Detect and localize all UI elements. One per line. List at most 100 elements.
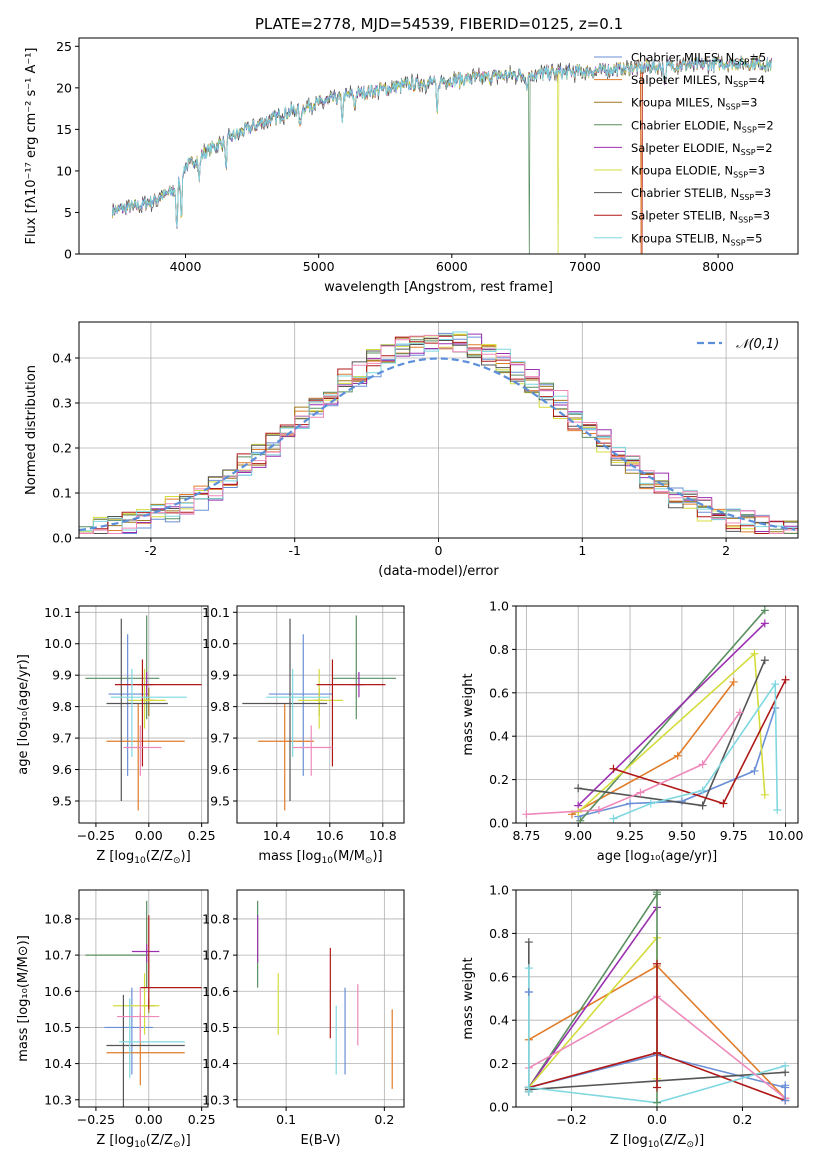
- panel-age_vs_z: −0.25 0.00 0.25 9.5 9.6 9.7 9.8 9.9 10.0 10.1 Z [l…: [16, 605, 216, 866]
- plus-marker: [781, 675, 790, 684]
- x-tick-label: 1: [578, 543, 586, 558]
- legend-entry: Kroupa STELIB, NSSP=5: [631, 231, 762, 247]
- plus-marker: [773, 805, 782, 814]
- legend: 𝒩(0,1): [697, 337, 779, 352]
- errorbar-point: [258, 703, 314, 811]
- plus-marker: [750, 766, 759, 775]
- y-axis-label: age [log₁₀(age/yr)]: [16, 654, 31, 775]
- x-tick-label: 0.2: [374, 1112, 394, 1127]
- errorbar-point: [106, 618, 168, 801]
- plus-marker: [698, 760, 707, 769]
- normal-curve: [79, 357, 796, 532]
- y-axis-label: mass [log₁₀(M/M⊙)]: [16, 935, 31, 1062]
- y-tick-label: 0.2: [52, 441, 72, 456]
- x-tick-label: 6000: [436, 259, 468, 274]
- plus-marker: [653, 890, 661, 897]
- y-tick-label: 10.1: [202, 605, 230, 620]
- y-tick-label: 5: [64, 205, 72, 220]
- y-tick-label: 10: [56, 163, 72, 178]
- plot-area: [524, 890, 790, 1107]
- plus-marker: [729, 677, 738, 686]
- y-tick-label: 0.8: [489, 926, 509, 941]
- x-tick-label: 0.0: [647, 1112, 667, 1127]
- x-tick-label: 10.8: [369, 828, 397, 843]
- spectrum-line: [111, 56, 772, 227]
- y-tick-label: 10.5: [44, 1020, 72, 1035]
- y-tick-label: 0.6: [489, 969, 509, 984]
- y-tick-label: 10.6: [202, 984, 230, 999]
- y-tick-label: 0.0: [52, 531, 72, 546]
- x-tick-label: 8000: [702, 259, 734, 274]
- y-tick-label: 9.8: [52, 699, 72, 714]
- plus-marker: [781, 1096, 790, 1105]
- y-tick-label: 9.8: [210, 699, 230, 714]
- weight-line: [528, 935, 658, 1089]
- x-tick-label: 0.25: [188, 1112, 216, 1127]
- errorbar-point: [268, 634, 333, 776]
- axes-frame: [78, 605, 209, 824]
- plot-area: [111, 53, 772, 254]
- errorbar-point: [106, 994, 185, 1107]
- y-axis-label: Normed distribution: [24, 365, 39, 495]
- plus-marker: [698, 786, 707, 795]
- y-tick-label: 10.0: [202, 636, 230, 651]
- y-tick-label: 10.8: [202, 911, 230, 926]
- plot-area: [85, 615, 202, 811]
- y-tick-label: 0.8: [489, 642, 509, 657]
- plus-marker: [771, 680, 780, 689]
- y-tick-label: 9.7: [52, 731, 72, 746]
- x-tick-label: 9.25: [616, 828, 644, 843]
- x-tick-label: 0.00: [135, 1112, 163, 1127]
- plus-marker: [609, 814, 618, 823]
- axes-frame: [78, 37, 799, 255]
- y-tick-label: 9.5: [52, 793, 72, 808]
- plus-marker: [524, 938, 533, 947]
- errorbar-point: [140, 915, 202, 1010]
- plus-marker: [781, 1081, 790, 1090]
- plus-marker: [574, 784, 583, 793]
- plus-marker: [626, 799, 635, 808]
- y-tick-label: 1.0: [489, 883, 509, 898]
- errorbar-point: [242, 618, 328, 801]
- x-axis-label: wavelength [Angstrom, rest frame]: [324, 280, 553, 295]
- axes-frame: [236, 605, 405, 824]
- x-tick-label: 5000: [303, 259, 335, 274]
- plus-marker: [735, 708, 744, 717]
- plus-marker: [760, 656, 769, 665]
- y-tick-label: 1.0: [489, 599, 509, 614]
- y-tick-label: 0.0: [489, 816, 509, 831]
- panel-weight_vs_age: 8.75 9.00 9.25 9.50 9.75 10.00 0.0 0.2 0.4 0.6 0.8…: [461, 599, 803, 865]
- legend-entry: 𝒩(0,1): [736, 337, 779, 352]
- weight-line: [613, 679, 787, 805]
- x-tick-label: 0.00: [135, 828, 163, 843]
- x-tick-label: 9.75: [720, 828, 748, 843]
- x-axis-label: age [log₁₀(age/yr)]: [597, 849, 718, 864]
- y-tick-label: 10.1: [44, 605, 72, 620]
- x-tick-label: -2: [145, 543, 157, 558]
- x-tick-label: 0: [435, 543, 443, 558]
- plus-marker: [750, 649, 759, 658]
- x-tick-label: 7000: [569, 259, 601, 274]
- errorbar-point: [316, 659, 386, 767]
- x-tick-label: 10.4: [263, 828, 291, 843]
- plus-marker: [760, 606, 769, 615]
- plot-area: [257, 900, 393, 1089]
- x-axis-label: Z [log10(Z/Z⊙)]: [96, 849, 190, 866]
- y-tick-label: 9.9: [210, 668, 230, 683]
- y-tick-label: 0.1: [52, 486, 72, 501]
- y-tick-label: 10.4: [202, 1056, 230, 1071]
- x-tick-label: 0.25: [188, 828, 216, 843]
- legend-entry: Kroupa MILES, NSSP=3: [631, 96, 757, 112]
- panel-mass_vs_ebv: 0.1 0.2 10.3 10.4 10.5 10.6 10.7 10.8 E(B-V): [202, 889, 405, 1148]
- y-tick-label: 10.6: [44, 984, 72, 999]
- plus-marker: [760, 790, 769, 799]
- x-axis-label: (data-model)/error: [378, 564, 499, 579]
- x-tick-label: 4000: [170, 259, 202, 274]
- y-tick-label: 10.7: [202, 948, 230, 963]
- errorbar-point: [297, 668, 344, 729]
- x-tick-label: 10.00: [768, 828, 804, 843]
- y-tick-label: 0.4: [52, 351, 72, 366]
- errorbar-point: [104, 987, 154, 1075]
- plus-marker: [698, 801, 707, 810]
- histogram-step: [79, 334, 798, 534]
